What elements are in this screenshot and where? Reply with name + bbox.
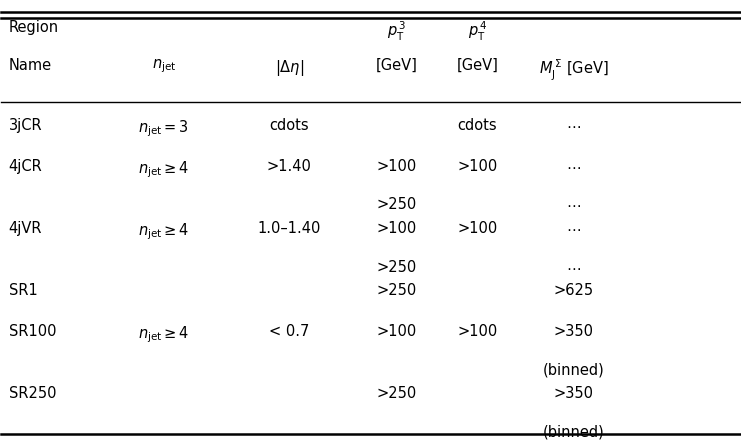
Text: >350: >350	[554, 386, 594, 401]
Text: $n_{\rm jet} \geq 4$: $n_{\rm jet} \geq 4$	[138, 221, 190, 242]
Text: 4jCR: 4jCR	[9, 159, 42, 174]
Text: SR100: SR100	[9, 324, 56, 339]
Text: $\cdots$: $\cdots$	[566, 198, 581, 213]
Text: [GeV]: [GeV]	[456, 58, 499, 73]
Text: SR1: SR1	[9, 283, 38, 298]
Text: (binned): (binned)	[542, 425, 605, 440]
Text: >350: >350	[554, 324, 594, 339]
Text: 1.0–1.40: 1.0–1.40	[258, 221, 321, 236]
Text: 4jVR: 4jVR	[9, 221, 42, 236]
Text: $n_{\rm jet}$: $n_{\rm jet}$	[152, 58, 176, 75]
Text: $\cdots$: $\cdots$	[566, 260, 581, 275]
Text: $n_{\rm jet} = 3$: $n_{\rm jet} = 3$	[139, 118, 189, 139]
Text: (binned): (binned)	[542, 363, 605, 378]
Text: < 0.7: < 0.7	[269, 324, 310, 339]
Text: [GeV]: [GeV]	[376, 58, 417, 73]
Text: >250: >250	[376, 198, 416, 213]
Text: $\cdots$: $\cdots$	[566, 221, 581, 236]
Text: $\cdots$: $\cdots$	[566, 118, 581, 133]
Text: >100: >100	[376, 324, 416, 339]
Text: >1.40: >1.40	[267, 159, 312, 174]
Text: >100: >100	[376, 221, 416, 236]
Text: >250: >250	[376, 260, 416, 275]
Text: >250: >250	[376, 386, 416, 401]
Text: >100: >100	[457, 221, 498, 236]
Text: >100: >100	[457, 324, 498, 339]
Text: $p_{\rm T}^{\,4}$: $p_{\rm T}^{\,4}$	[468, 20, 488, 44]
Text: Region: Region	[9, 20, 59, 35]
Text: >250: >250	[376, 283, 416, 298]
Text: cdots: cdots	[270, 118, 309, 133]
Text: 3jCR: 3jCR	[9, 118, 42, 133]
Text: cdots: cdots	[458, 118, 497, 133]
Text: $|\Delta\eta|$: $|\Delta\eta|$	[275, 58, 304, 78]
Text: $\cdots$: $\cdots$	[566, 159, 581, 174]
Text: Name: Name	[9, 58, 52, 73]
Text: $n_{\rm jet} \geq 4$: $n_{\rm jet} \geq 4$	[138, 159, 190, 180]
Text: >100: >100	[457, 159, 498, 174]
Text: SR250: SR250	[9, 386, 56, 401]
Text: $n_{\rm jet} \geq 4$: $n_{\rm jet} \geq 4$	[138, 324, 190, 345]
Text: >100: >100	[376, 159, 416, 174]
Text: >625: >625	[554, 283, 594, 298]
Text: $p_{\rm T}^{\,3}$: $p_{\rm T}^{\,3}$	[387, 20, 406, 44]
Text: $M_{\rm J}^{\,\Sigma}$ [GeV]: $M_{\rm J}^{\,\Sigma}$ [GeV]	[539, 58, 608, 83]
